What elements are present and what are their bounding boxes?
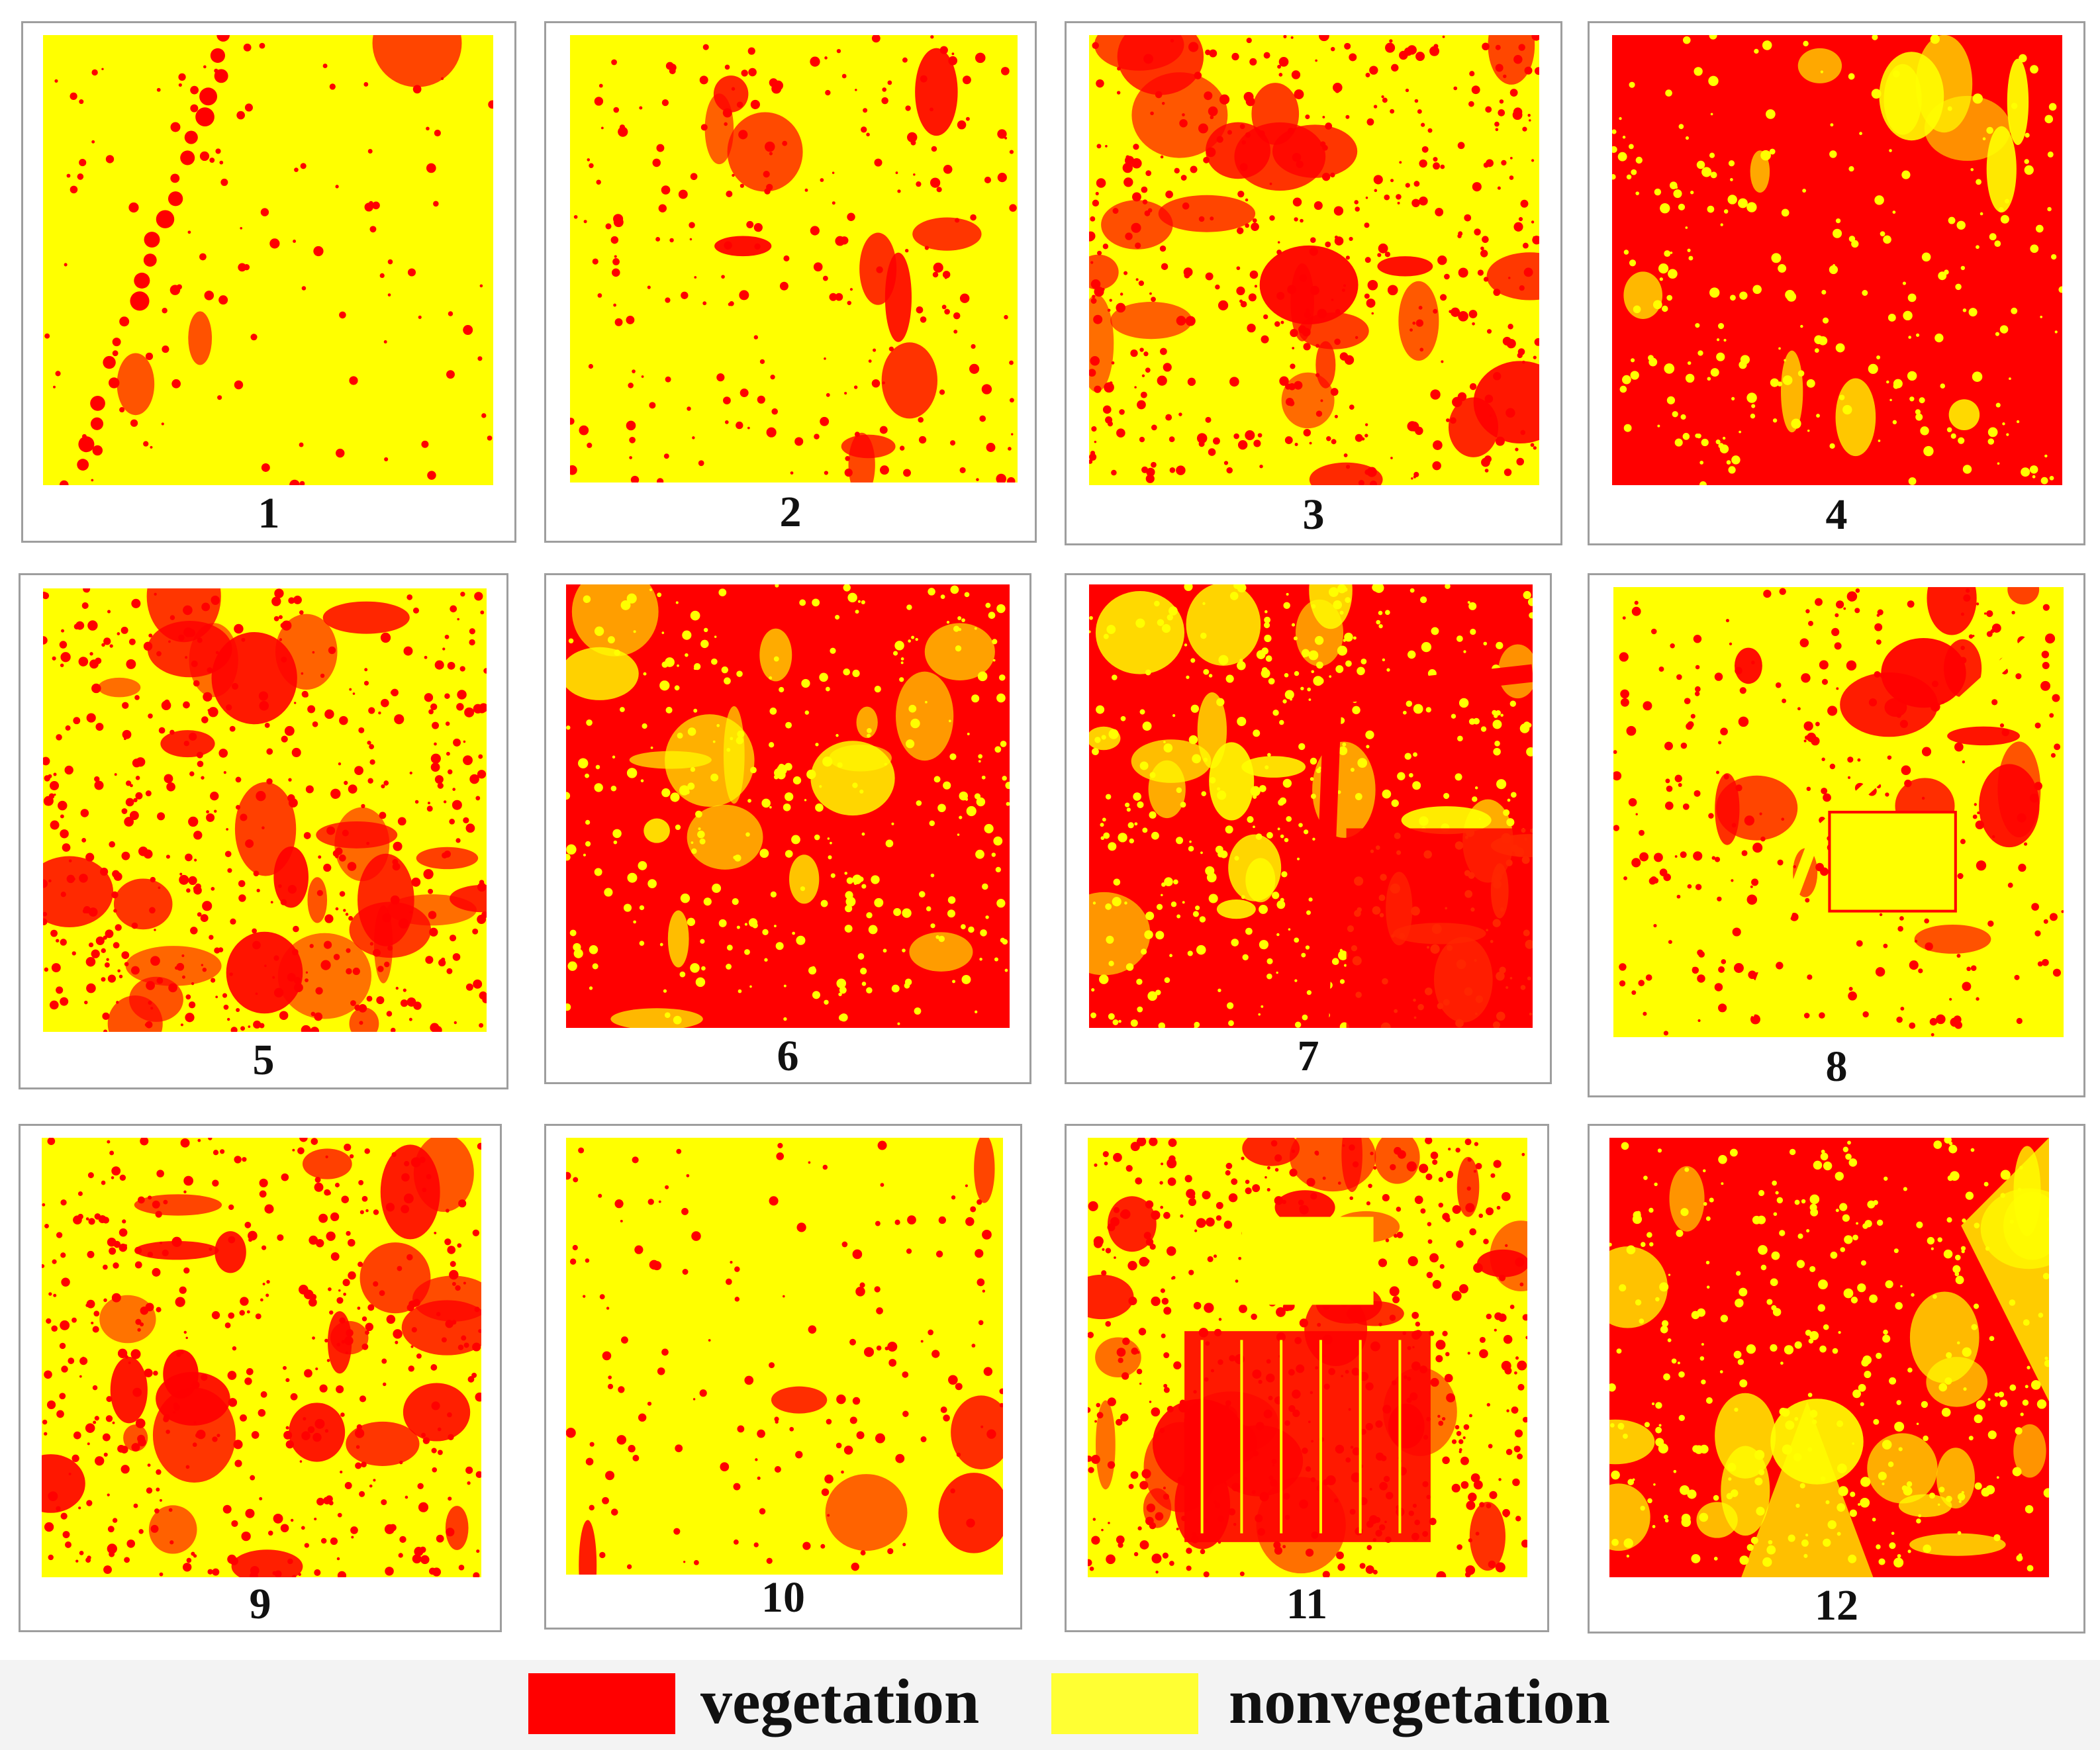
panel-12: 12: [1588, 1124, 2085, 1634]
panel-label-12: 12: [1815, 1581, 1858, 1630]
panel-2: 2: [544, 21, 1037, 543]
panel-label-7: 7: [1297, 1032, 1319, 1080]
panel-4: 4: [1588, 21, 2085, 545]
panel-8: 8: [1588, 573, 2085, 1097]
panel-label-4: 4: [1825, 490, 1848, 539]
panel-label-6: 6: [777, 1032, 799, 1080]
panel-label-11: 11: [1286, 1580, 1328, 1628]
classification-map-2: [570, 35, 1018, 483]
classification-map-10: [566, 1138, 1003, 1575]
classification-map-9: [42, 1138, 481, 1577]
panel-11: 11: [1065, 1124, 1549, 1632]
classification-map-11: [1088, 1138, 1527, 1577]
panel-label-3: 3: [1302, 490, 1325, 539]
legend-label-nonvegetation: nonvegetation: [1229, 1666, 1610, 1737]
legend-swatch-nonvegetation: [1051, 1673, 1198, 1734]
classification-map-8: [1613, 587, 2064, 1037]
panel-label-1: 1: [258, 489, 280, 537]
legend-label-vegetation: vegetation: [700, 1666, 980, 1737]
classification-map-6: [566, 584, 1010, 1028]
classification-map-5: [43, 588, 487, 1032]
panel-label-8: 8: [1825, 1042, 1848, 1091]
classification-map-7: [1089, 584, 1533, 1028]
panel-9: 9: [19, 1124, 502, 1632]
panel-label-2: 2: [779, 488, 802, 536]
legend-bar: [0, 1660, 2100, 1750]
panel-label-5: 5: [252, 1036, 275, 1084]
classification-map-4: [1612, 35, 2062, 485]
classification-map-12: [1609, 1138, 2049, 1577]
panel-5: 5: [19, 573, 508, 1089]
legend-swatch-vegetation: [528, 1673, 675, 1734]
panel-7: 7: [1065, 573, 1552, 1084]
classification-map-1: [43, 35, 493, 485]
panel-label-10: 10: [761, 1573, 805, 1622]
classification-map-3: [1089, 35, 1539, 485]
panel-label-9: 9: [249, 1580, 271, 1628]
panel-1: 1: [21, 21, 516, 543]
panel-6: 6: [544, 573, 1031, 1084]
panel-3: 3: [1065, 21, 1562, 545]
panel-10: 10: [544, 1124, 1022, 1630]
